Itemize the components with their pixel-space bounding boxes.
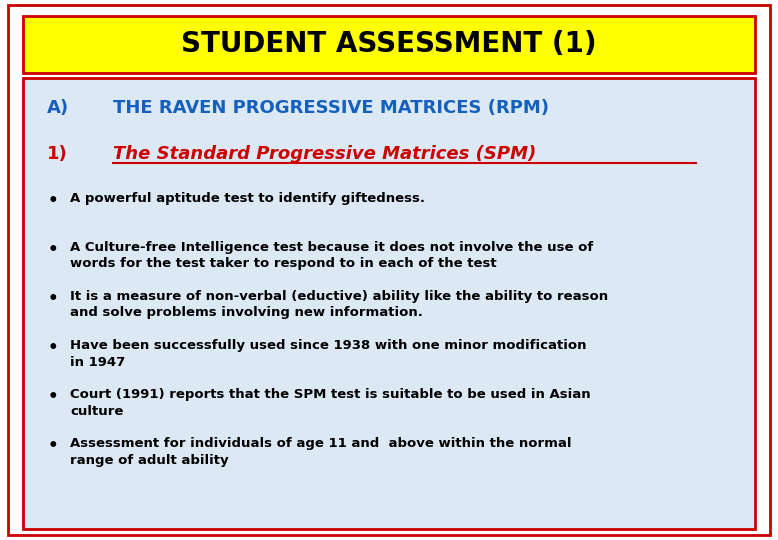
FancyBboxPatch shape <box>23 16 755 73</box>
Text: It is a measure of non-verbal (eductive) ability like the ability to reason
and : It is a measure of non-verbal (eductive)… <box>70 290 608 320</box>
Text: A Culture-free Intelligence test because it does not involve the use of
words fo: A Culture-free Intelligence test because… <box>70 241 594 271</box>
FancyBboxPatch shape <box>23 78 755 529</box>
Text: •: • <box>47 388 58 406</box>
Text: •: • <box>47 192 58 210</box>
Text: •: • <box>47 437 58 455</box>
Text: •: • <box>47 339 58 357</box>
Text: •: • <box>47 290 58 308</box>
FancyBboxPatch shape <box>8 5 770 535</box>
Text: •: • <box>47 241 58 259</box>
Text: The Standard Progressive Matrices (SPM): The Standard Progressive Matrices (SPM) <box>113 145 536 163</box>
Text: A): A) <box>47 99 68 117</box>
Text: A powerful aptitude test to identify giftedness.: A powerful aptitude test to identify gif… <box>70 192 425 205</box>
Text: 1): 1) <box>47 145 68 163</box>
Text: Have been successfully used since 1938 with one minor modification
in 1947: Have been successfully used since 1938 w… <box>70 339 587 369</box>
Text: Court (1991) reports that the SPM test is suitable to be used in Asian
culture: Court (1991) reports that the SPM test i… <box>70 388 591 418</box>
Text: Assessment for individuals of age 11 and  above within the normal
range of adult: Assessment for individuals of age 11 and… <box>70 437 572 467</box>
Text: THE RAVEN PROGRESSIVE MATRICES (RPM): THE RAVEN PROGRESSIVE MATRICES (RPM) <box>113 99 548 117</box>
Text: STUDENT ASSESSMENT (1): STUDENT ASSESSMENT (1) <box>181 30 597 58</box>
